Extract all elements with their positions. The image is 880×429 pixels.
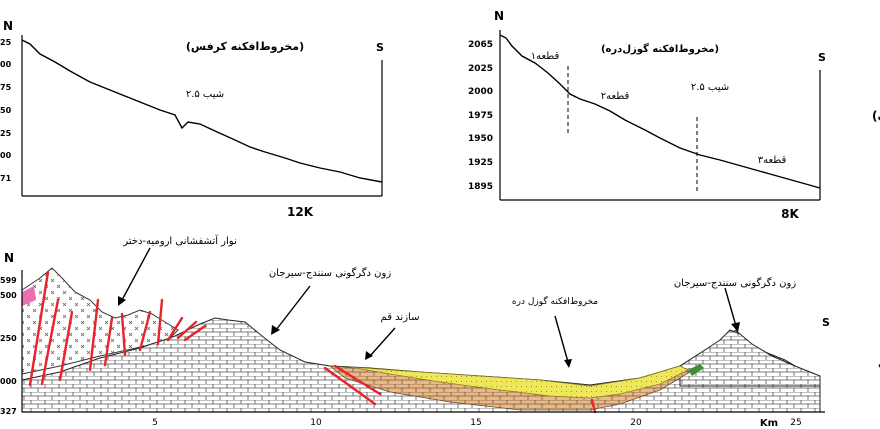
left-profile-chart: N S (مخروط‌افکنه کرفس) شیب ۲.۵ 12K 25 00… <box>0 19 384 219</box>
left-distance-label: 12K <box>287 205 314 219</box>
section-y-tick: 500 <box>0 291 17 300</box>
section-x-tick: 15 <box>470 418 481 428</box>
left-y-tick: 00 <box>0 60 12 69</box>
label-qom-formation: سازند قم <box>381 312 420 323</box>
geologic-cross-section: نوار آتشفشانی ارومیه-دختر زون دگرگونی سن… <box>0 234 830 429</box>
fault-line <box>183 324 207 342</box>
section-x-tick: 20 <box>630 418 642 428</box>
label-sanandaj-right: زون دگرگونی سنندج-سیرجان <box>674 277 797 289</box>
label-volcanic-belt: نوار آتشفشانی ارومیه-دختر <box>122 234 237 247</box>
label-fan: مخروط‌افکنه گوزل دره <box>512 295 598 307</box>
section-x-ticks: 5 10 15 20 25 <box>152 418 802 428</box>
section-north-label: N <box>4 251 14 265</box>
section-x-unit: Km <box>760 418 778 429</box>
alluvial-fan-body <box>349 365 689 399</box>
right-south-label: S <box>818 51 826 64</box>
fault-line <box>333 364 382 396</box>
fault-line <box>176 320 198 340</box>
right-slope-label: شیب ۲.۵ <box>691 82 729 93</box>
arrowhead <box>118 296 126 306</box>
section-y-tick: 599 <box>0 276 17 285</box>
arrowhead <box>271 325 280 335</box>
left-y-tick: 50 <box>0 106 12 115</box>
pointer-sanandaj-left <box>275 285 311 331</box>
arrowhead <box>731 322 740 332</box>
right-y-tick: 1950 <box>468 134 493 144</box>
left-slope-label: شیب ۲.۵ <box>186 89 224 100</box>
fault-line <box>58 310 74 382</box>
annotation-pointers <box>121 247 737 363</box>
volcanic-belt-body <box>21 267 179 375</box>
right-y-tick: 2025 <box>468 64 493 74</box>
faults-group <box>28 270 597 414</box>
right-distance-label: 8K <box>781 207 799 221</box>
left-profile-line <box>21 39 383 183</box>
left-y-tick: 25 <box>0 38 12 47</box>
section-south-label: S <box>822 316 830 329</box>
fault-line <box>88 298 100 372</box>
right-y-tick: 1975 <box>468 111 493 121</box>
left-y-tick: 71 <box>0 174 12 183</box>
pointer-fan <box>554 315 569 363</box>
fault-line <box>166 316 184 342</box>
right-y-tick: 2000 <box>468 87 493 97</box>
label-sanandaj-left: زون دگرگونی سنندج-سیرجان <box>269 267 392 279</box>
segment-label-1: قطعه۱ <box>531 51 560 62</box>
fault-line <box>120 312 127 357</box>
segment-label-3: قطعه۳ <box>758 155 787 166</box>
section-y-ticks: 599 500 250 000 327 <box>0 276 17 416</box>
right-y-tick: 2065 <box>468 40 493 50</box>
arrowhead <box>564 359 572 368</box>
pointer-heads <box>118 296 740 368</box>
pointer-volcanic <box>121 247 151 301</box>
fault-line <box>156 298 164 346</box>
pointer-qom <box>369 327 396 357</box>
section-x-tick: 10 <box>310 418 322 428</box>
right-profile-chart: N S (مخروط‌افکنه گوزل‌دره) شیب ۲.۵ قطعه۱… <box>468 9 826 221</box>
pointer-sanandaj-right <box>724 287 737 327</box>
fault-line <box>323 366 377 406</box>
fault-line <box>138 310 152 352</box>
fault-line <box>590 398 597 414</box>
fault-line <box>40 298 60 386</box>
section-x-tick: 5 <box>152 418 158 428</box>
fault-line <box>28 270 50 387</box>
left-chart-title: (مخروط‌افکنه کرفس) <box>186 40 304 53</box>
right-chart-title: (مخروط‌افکنه گوزل‌دره) <box>601 42 719 55</box>
fault-line <box>103 316 114 367</box>
section-y-tick: 250 <box>0 334 17 343</box>
left-y-ticks: 25 00 75 50 25 00 71 <box>0 38 12 183</box>
green-unit <box>688 364 704 376</box>
pink-unit <box>22 286 36 306</box>
right-north-label: N <box>494 9 504 23</box>
left-north-label: N <box>3 19 13 33</box>
panel-b-label: (ب <box>878 357 880 371</box>
left-y-tick: 00 <box>0 151 12 160</box>
section-y-tick: 327 <box>0 407 17 416</box>
left-south-label: S <box>376 41 384 54</box>
right-y-tick: 1925 <box>468 158 493 168</box>
left-y-tick: 75 <box>0 83 12 92</box>
arrowhead <box>365 351 373 360</box>
sanandaj-sirjan-right-peak <box>679 329 821 387</box>
right-y-tick: 1895 <box>468 182 493 192</box>
section-x-tick: 25 <box>790 418 801 428</box>
segment-label-2: قطعه۲ <box>601 91 630 102</box>
left-y-tick: 25 <box>0 129 12 138</box>
right-y-ticks: 2065 2025 2000 1975 1950 1925 1895 <box>468 40 493 192</box>
section-y-tick: 000 <box>0 377 17 386</box>
panel-a-label: (الف) <box>872 109 880 123</box>
right-profile-line <box>499 34 821 189</box>
